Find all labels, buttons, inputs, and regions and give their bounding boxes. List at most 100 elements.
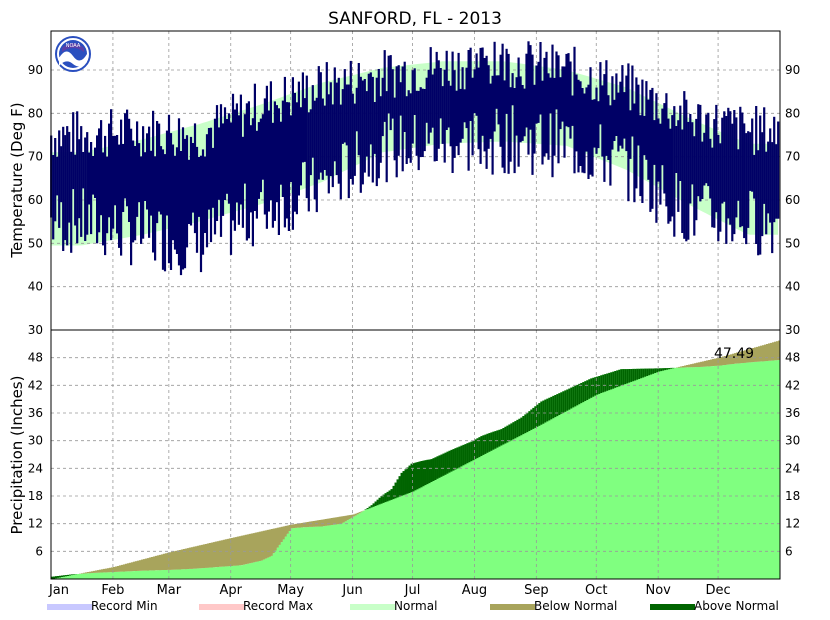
above-normal-segment <box>592 377 595 397</box>
daily-temp-bar <box>503 80 506 174</box>
daily-temp-bar <box>541 80 544 165</box>
observed-precip-column <box>744 362 747 579</box>
daily-temp-bar <box>197 157 201 217</box>
observed-precip-column <box>728 364 731 579</box>
daily-temp-bar <box>52 155 55 240</box>
observed-precip-column <box>92 572 96 579</box>
above-normal-segment <box>656 368 659 373</box>
above-normal-segment <box>536 404 539 427</box>
below-normal-segment <box>754 347 757 362</box>
observed-precip-column <box>222 566 226 579</box>
month-label: Nov <box>645 583 671 598</box>
daily-temp-bar <box>499 54 502 147</box>
observed-precip-column <box>66 574 70 579</box>
observed-precip-column <box>554 395 557 579</box>
above-normal-segment <box>368 506 371 509</box>
below-normal-segment <box>148 557 152 571</box>
daily-temp-bar <box>435 51 438 161</box>
daily-temp-bar <box>359 76 362 193</box>
observed-precip-column <box>556 394 559 579</box>
observed-precip-column <box>562 391 565 579</box>
observed-precip-column <box>272 553 276 579</box>
below-normal-segment <box>260 531 264 561</box>
above-normal-segment <box>530 409 533 430</box>
daily-temp-bar <box>727 107 730 219</box>
below-normal-segment <box>346 515 349 521</box>
above-normal-segment <box>586 380 589 400</box>
above-normal-segment <box>602 374 605 393</box>
above-normal-segment <box>58 575 62 578</box>
daily-temp-bar <box>519 76 522 143</box>
above-normal-segment <box>524 414 527 434</box>
below-normal-segment <box>118 565 122 572</box>
daily-temp-bar <box>60 146 63 203</box>
below-normal-segment <box>300 523 304 528</box>
daily-temp-bar <box>695 118 698 221</box>
observed-precip-column <box>434 457 437 579</box>
daily-temp-bar <box>171 144 175 241</box>
month-label: Feb <box>101 583 124 598</box>
observed-precip-column <box>568 388 571 579</box>
daily-temp-bar <box>759 115 762 255</box>
daily-temp-bar <box>181 127 185 270</box>
observed-precip-column <box>200 568 204 579</box>
daily-temp-bar <box>575 74 578 152</box>
observed-precip-column <box>638 368 641 579</box>
above-normal-segment <box>392 485 395 500</box>
daily-temp-bar <box>751 118 754 192</box>
above-normal-segment <box>406 467 409 494</box>
above-normal-segment <box>51 576 54 579</box>
above-normal-segment <box>550 396 553 420</box>
observed-precip-column <box>308 527 312 579</box>
above-normal-segment <box>462 444 465 466</box>
observed-precip-column <box>664 368 667 579</box>
below-normal-segment <box>228 538 232 567</box>
above-normal-segment <box>454 448 457 470</box>
daily-temp-bar <box>475 53 478 116</box>
observed-precip-column <box>128 571 132 579</box>
precip-tick-right: 42 <box>785 378 800 392</box>
observed-precip-column <box>600 375 603 579</box>
temp-tick-right: 80 <box>785 106 800 120</box>
observed-precip-column <box>290 528 294 579</box>
observed-precip-column <box>178 569 182 579</box>
observed-precip-column <box>694 367 697 579</box>
observed-precip-column <box>156 570 160 579</box>
daily-temp-bar <box>92 156 95 195</box>
observed-precip-column <box>452 449 455 579</box>
precip-tick-right: 12 <box>785 517 800 531</box>
below-normal-segment <box>698 362 701 367</box>
above-normal-segment <box>650 368 653 375</box>
above-normal-segment <box>480 436 483 456</box>
observed-precip-column <box>446 451 449 579</box>
below-normal-segment <box>140 559 144 571</box>
below-normal-segment <box>750 348 753 363</box>
observed-precip-column <box>124 571 128 579</box>
observed-precip-column <box>246 563 250 579</box>
daily-temp-bar <box>207 128 211 210</box>
below-normal-segment <box>764 344 767 362</box>
daily-temp-bar <box>229 122 233 255</box>
daily-temp-bar <box>617 92 620 152</box>
temp-tick-left: 60 <box>28 193 43 207</box>
observed-precip-column <box>506 425 509 579</box>
daily-temp-bar <box>701 141 704 199</box>
daily-temp-bar <box>409 93 412 163</box>
observed-precip-column <box>474 439 477 579</box>
observed-precip-column <box>624 369 627 579</box>
below-normal-segment <box>226 538 230 567</box>
observed-precip-column <box>332 524 336 579</box>
above-normal-segment <box>600 375 603 393</box>
observed-precip-column <box>668 368 671 579</box>
below-normal-segment <box>158 554 162 571</box>
observed-precip-column <box>366 508 369 579</box>
below-normal-segment <box>106 568 110 573</box>
below-normal-segment <box>90 571 94 573</box>
below-normal-segment <box>344 515 347 522</box>
daily-temp-bar <box>134 146 137 241</box>
daily-temp-bar <box>371 76 374 183</box>
above-normal-segment <box>388 490 391 501</box>
daily-temp-bar <box>142 126 145 239</box>
above-normal-segment <box>608 372 611 391</box>
daily-temp-bar <box>138 143 141 203</box>
